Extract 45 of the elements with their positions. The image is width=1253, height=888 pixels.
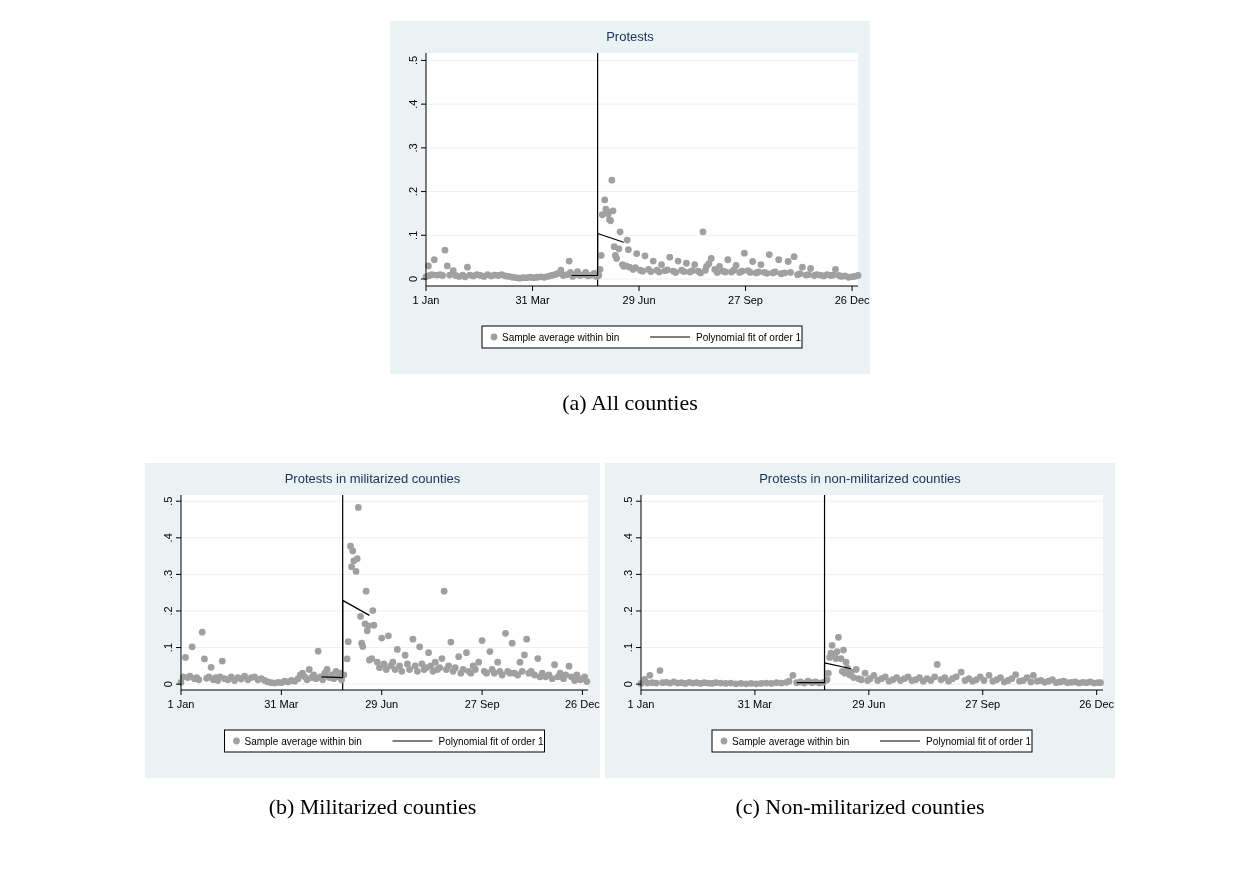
y-tick-label: .4 — [162, 533, 174, 543]
x-tick-label: 27 Sep — [728, 294, 763, 306]
y-tick-label: 0 — [162, 681, 174, 688]
x-tick-label: 29 Jun — [852, 698, 886, 710]
y-tick-label: .1 — [162, 642, 174, 653]
x-tick-label: 29 Jun — [365, 698, 399, 710]
y-tick-label: .3 — [162, 569, 174, 579]
legend-label: Polynomial fit of order 1 — [696, 332, 802, 343]
text: (c) Non-militarized counties — [735, 794, 985, 819]
x-tick-label: 29 Jun — [622, 294, 656, 306]
legend-label: Polynomial fit of order 1 — [926, 736, 1032, 747]
y-tick-label: .5 — [407, 55, 419, 66]
x-tick-label: 26 Dec — [1079, 698, 1115, 710]
x-tick-label: 31 Mar — [515, 294, 550, 306]
chart-title: Protests in militarized counties — [284, 471, 461, 486]
y-tick-label: 0 — [622, 681, 634, 688]
y-tick-label: .3 — [407, 143, 419, 153]
y-tick-label: 0 — [407, 275, 419, 283]
legend-label: Sample average within bin — [732, 736, 850, 747]
text: (a) All counties — [562, 390, 698, 415]
y-tick-label: .5 — [622, 496, 634, 506]
y-tick-label: .2 — [162, 606, 174, 616]
y-tick-label: .2 — [622, 606, 634, 616]
chart-title: Protests in non-militarized counties — [759, 471, 962, 486]
text: (b) Militarized counties — [268, 794, 477, 819]
y-tick-label: .5 — [162, 496, 174, 506]
x-tick-label: 31 Mar — [264, 698, 299, 710]
y-tick-label: .3 — [622, 569, 634, 579]
y-tick-label: .4 — [407, 99, 419, 109]
x-tick-label: 27 Sep — [965, 698, 1001, 710]
x-tick-label: 1 Jan — [412, 294, 440, 306]
legend-label: Sample average within bin — [244, 736, 362, 747]
x-tick-label: 31 Mar — [737, 698, 773, 710]
y-tick-label: .1 — [407, 230, 419, 240]
x-tick-label: 1 Jan — [167, 698, 195, 710]
chart-title: Protests — [606, 29, 655, 44]
x-tick-label: 26 Dec — [564, 698, 601, 710]
x-tick-label: 27 Sep — [464, 698, 500, 710]
legend-label: Polynomial fit of order 1 — [438, 736, 544, 747]
y-tick-label: .1 — [622, 642, 634, 653]
x-tick-label: 1 Jan — [627, 698, 655, 710]
x-tick-label: 26 Dec — [834, 294, 871, 306]
y-tick-label: .4 — [622, 533, 634, 543]
y-tick-label: .2 — [407, 186, 419, 197]
legend-label: Sample average within bin — [502, 332, 620, 343]
